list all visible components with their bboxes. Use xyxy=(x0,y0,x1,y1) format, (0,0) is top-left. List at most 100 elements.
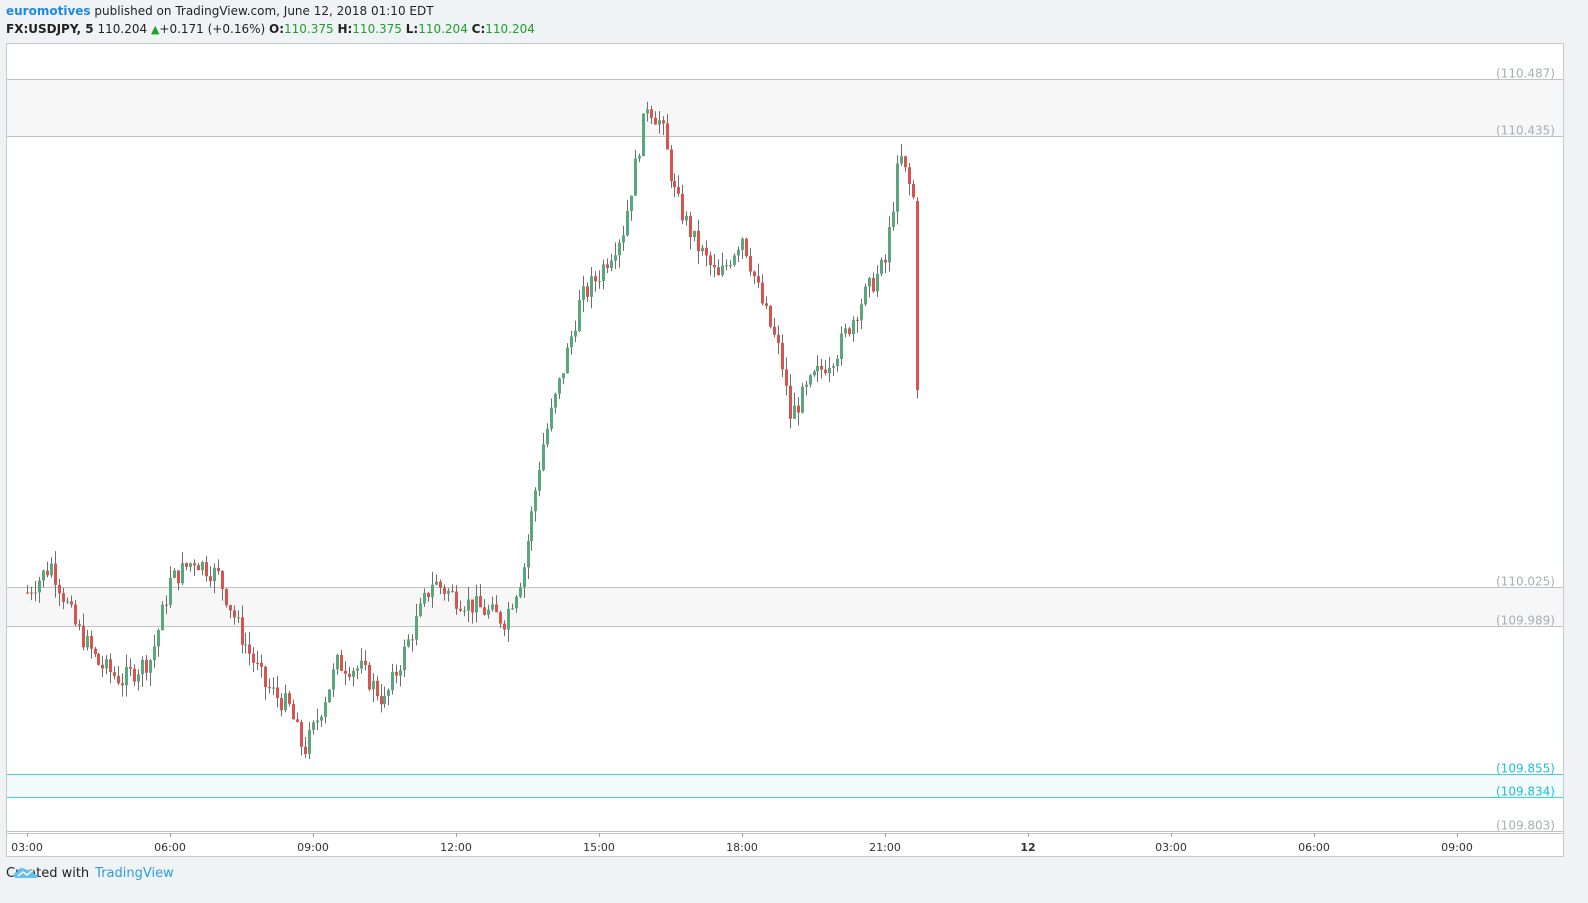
candle-body xyxy=(650,109,653,118)
candle-body xyxy=(133,668,136,682)
candle-body xyxy=(280,697,283,711)
time-tick-label: 18:00 xyxy=(726,841,758,854)
published-text: published on TradingView.com, June 12, 2… xyxy=(94,4,434,18)
candle-body xyxy=(34,592,37,594)
candle-body xyxy=(666,123,669,150)
candle-body xyxy=(880,259,883,274)
author-link[interactable]: euromotives xyxy=(6,4,91,18)
candle-body xyxy=(888,226,891,263)
open-value: 110.375 xyxy=(284,22,334,36)
candle-body xyxy=(149,660,152,673)
candle-body xyxy=(733,255,736,265)
candle-body xyxy=(630,195,633,211)
low-value: 110.204 xyxy=(418,22,468,36)
candle-body xyxy=(237,617,240,619)
candle-body xyxy=(189,563,192,567)
candle-body xyxy=(316,720,319,723)
candle-body xyxy=(828,367,831,374)
candle-body xyxy=(169,577,172,605)
level-label-2: (110.025) xyxy=(1496,575,1555,589)
candle-body xyxy=(42,570,45,581)
time-tick-label: 21:00 xyxy=(869,841,901,854)
candle-body xyxy=(523,567,526,588)
candle-body xyxy=(820,365,823,370)
candle-body xyxy=(618,242,621,256)
candle-body xyxy=(320,716,323,721)
candle-body xyxy=(590,276,593,297)
candle-body xyxy=(566,347,569,374)
close-value: 110.204 xyxy=(485,22,535,36)
candle-body xyxy=(419,603,422,617)
candle-body xyxy=(777,334,780,343)
candle-body xyxy=(868,277,871,287)
candle-body xyxy=(769,305,772,327)
candle-body xyxy=(268,687,271,689)
candle-body xyxy=(586,286,589,297)
candle-body xyxy=(201,562,204,571)
candle-body xyxy=(554,393,557,408)
candle-body xyxy=(693,230,696,238)
candle-body xyxy=(90,636,93,649)
candle-body xyxy=(892,211,895,227)
close-label: C: xyxy=(471,22,486,36)
candle-body xyxy=(757,276,760,283)
candle-body xyxy=(570,336,573,348)
tradingview-link[interactable]: TradingView xyxy=(95,866,174,881)
high-value: 110.375 xyxy=(352,22,402,36)
candle-body xyxy=(332,669,335,690)
candle-body xyxy=(761,282,764,304)
candle-body xyxy=(443,587,446,594)
chart-panel[interactable]: (110.487) (110.435) (110.025) (109.989) (109… xyxy=(6,43,1564,857)
zone-band-2 xyxy=(7,773,1563,797)
candle-body xyxy=(455,591,458,609)
level-label-0: (110.487) xyxy=(1496,67,1555,81)
candle-body xyxy=(324,702,327,717)
zone-band-0 xyxy=(7,79,1563,137)
candle-body xyxy=(62,593,65,602)
candle-body xyxy=(785,369,788,386)
candle-body xyxy=(145,659,148,673)
candle-body xyxy=(197,565,200,571)
candle-body xyxy=(399,670,402,676)
candle-body xyxy=(256,662,259,664)
level-label-4: (109.855) xyxy=(1496,762,1555,776)
candlestick-chart[interactable]: (110.487) (110.435) (110.025) (109.989) (109… xyxy=(7,44,1563,856)
candle-body xyxy=(364,660,367,665)
candle-body xyxy=(658,120,661,125)
candle-body xyxy=(86,636,89,648)
candle-body xyxy=(300,722,303,747)
candle-body xyxy=(125,666,128,686)
candle-body xyxy=(459,608,462,611)
up-arrow-icon: ▲ xyxy=(150,23,160,36)
candle-body xyxy=(54,563,57,585)
candle-body xyxy=(312,722,315,730)
candle-body xyxy=(701,247,704,252)
candle-body xyxy=(225,589,228,606)
candle-body xyxy=(439,581,442,588)
candle-body xyxy=(685,215,688,221)
candle-body xyxy=(634,158,637,196)
candle-body xyxy=(82,625,85,648)
candle-body xyxy=(836,358,839,367)
candle-body xyxy=(916,201,919,391)
candle-body xyxy=(431,584,434,598)
candle-body xyxy=(260,662,263,667)
candle-body xyxy=(773,326,776,335)
candle-body xyxy=(74,604,77,625)
candle-body xyxy=(681,193,684,221)
time-tick-label: 06:00 xyxy=(154,841,186,854)
candle-body xyxy=(546,428,549,445)
candle-body xyxy=(177,570,180,584)
time-tick-label: 03:00 xyxy=(11,841,43,854)
candle-body xyxy=(749,256,752,272)
candle-body xyxy=(709,255,712,265)
candle-body xyxy=(614,255,617,261)
candle-body xyxy=(193,563,196,566)
candle-body xyxy=(264,666,267,688)
candle-body xyxy=(205,562,208,577)
candle-body xyxy=(697,230,700,252)
candle-body xyxy=(109,659,112,673)
candle-body xyxy=(578,299,581,331)
candle-body xyxy=(217,567,220,572)
candle-body xyxy=(252,653,255,663)
